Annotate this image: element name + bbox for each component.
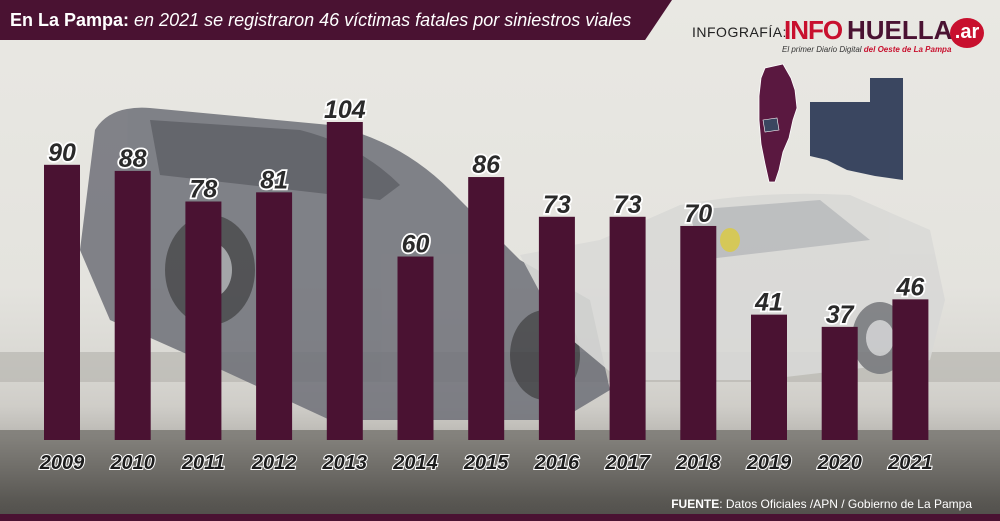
year-label-2009: 2009: [39, 452, 85, 474]
value-label-2017: 73: [614, 191, 642, 219]
year-label-2010: 2010: [109, 452, 155, 474]
brand-prefix: INFOGRAFÍA:: [692, 24, 787, 40]
brand-info-text: INFO: [784, 15, 843, 45]
year-label-2019: 2019: [746, 452, 792, 474]
argentina-la-pampa-map-icon: [758, 63, 903, 183]
value-label-2018: 70: [684, 200, 712, 228]
year-label-2020: 2020: [816, 452, 862, 474]
source-note: FUENTE: Datos Oficiales /APN / Gobierno …: [671, 497, 972, 511]
value-label-2011: 78: [189, 176, 217, 204]
bar-2014: [397, 256, 434, 440]
brand-huella-text: HUELLA: [847, 15, 953, 45]
value-label-2012: 81: [260, 166, 288, 194]
value-label-2020: 37: [826, 301, 855, 329]
brand-ar-badge: .ar: [950, 18, 984, 48]
title-lead: En La Pampa:: [10, 10, 130, 30]
brand-tagline: El primer Diario Digital del Oeste de La…: [782, 45, 951, 54]
value-label-2014: 60: [402, 231, 430, 259]
bottom-bar: [0, 514, 1000, 521]
tagline-end: del Oeste de La Pampa: [863, 45, 952, 54]
value-label-2021: 46: [895, 273, 925, 301]
year-label-2013: 2013: [322, 452, 368, 474]
bar-2017: [609, 216, 646, 440]
bar-2009: [44, 164, 80, 441]
year-label-2011: 2011: [181, 452, 225, 474]
bar-2018: [680, 225, 717, 440]
year-label-2017: 2017: [604, 452, 650, 474]
bar-2010: [114, 170, 151, 440]
year-label-2014: 2014: [392, 452, 438, 474]
brand-logo: INFOGRAFÍA: INFO HUELLA .ar El primer Di…: [692, 14, 992, 54]
tagline-start: El primer Diario Digital: [782, 45, 864, 54]
year-label-2021: 2021: [887, 452, 933, 474]
value-label-2013: 104: [324, 96, 366, 124]
title-bar: En La Pampa: en 2021 se registraron 46 v…: [0, 0, 672, 40]
bar-2011: [185, 201, 222, 440]
bar-2013: [326, 122, 363, 440]
value-label-2016: 73: [543, 191, 571, 219]
value-label-2009: 90: [48, 139, 76, 167]
title-text: en 2021 se registraron 46 víctimas fatal…: [129, 10, 632, 30]
bar-2021: [892, 299, 929, 440]
year-label-2012: 2012: [251, 452, 297, 474]
bar-2020: [821, 326, 858, 440]
year-label-2015: 2015: [463, 452, 509, 474]
bar-2015: [468, 177, 505, 441]
value-label-2019: 41: [754, 289, 783, 317]
value-label-2010: 88: [119, 145, 147, 173]
bar-2019: [751, 314, 787, 440]
bar-2012: [256, 192, 293, 440]
year-label-2016: 2016: [534, 452, 580, 474]
year-label-2018: 2018: [675, 452, 721, 474]
source-text: : Datos Oficiales /APN / Gobierno de La …: [719, 497, 972, 511]
source-label: FUENTE: [671, 497, 720, 511]
year-labels-layer: 2009 2010 2011 2012 2013 2014 2015 2016 2017 2018…: [38, 451, 934, 475]
value-labels-layer: 90 88 78 81 104 60 86 73 73 70 41 37 46: [46, 94, 927, 330]
bars-layer: [44, 122, 929, 441]
value-label-2015: 86: [472, 151, 501, 179]
bar-2016: [538, 216, 575, 440]
